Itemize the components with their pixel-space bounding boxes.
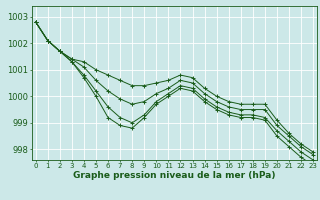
X-axis label: Graphe pression niveau de la mer (hPa): Graphe pression niveau de la mer (hPa) <box>73 171 276 180</box>
